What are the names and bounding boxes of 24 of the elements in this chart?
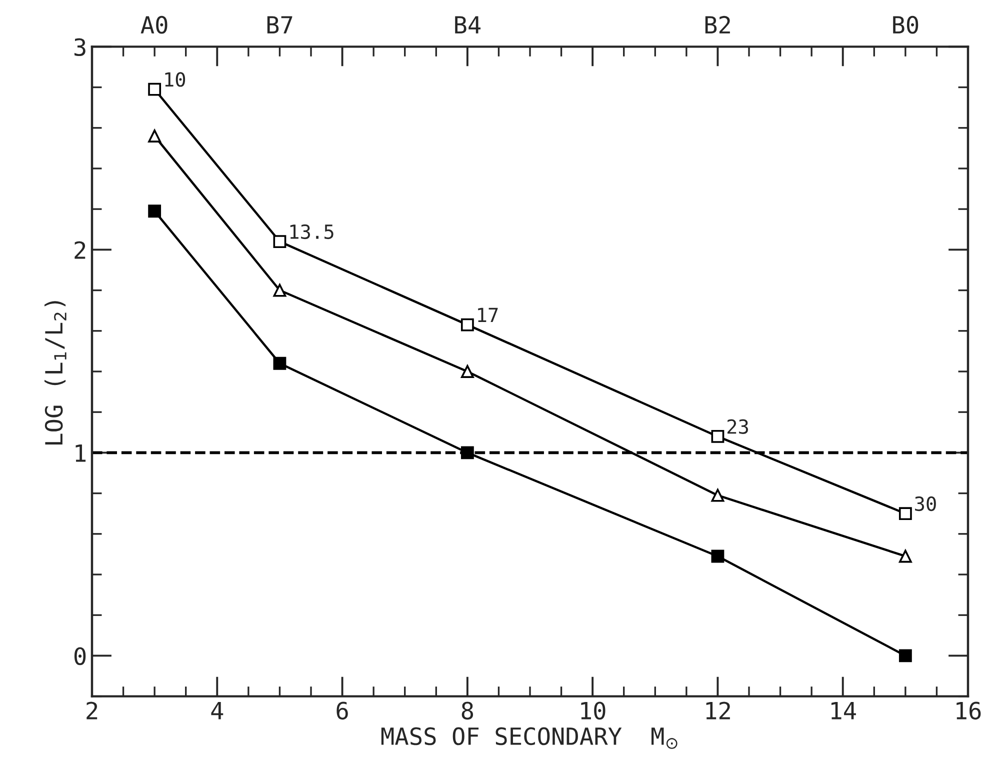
x-tick-label: 8 bbox=[462, 702, 474, 720]
y-tick-label: 0 bbox=[74, 647, 86, 666]
annotation: 13.5 bbox=[290, 224, 334, 240]
x-tick-label: 12 bbox=[706, 702, 730, 720]
annotation: B4 bbox=[455, 16, 481, 34]
y-tick-label: 1 bbox=[76, 444, 86, 462]
annotation: B7 bbox=[267, 16, 292, 34]
annotation: 30 bbox=[915, 496, 936, 512]
y-axis-title: LOG (L$_{1}$/L$_{2}$) bbox=[44, 301, 66, 444]
annotation: A0 bbox=[140, 16, 168, 34]
x-tick-label: 16 bbox=[956, 702, 981, 720]
annotation: 23 bbox=[727, 419, 748, 434]
annotation: B2 bbox=[705, 16, 730, 34]
x-axis-title: MASS OF SECONDARY M$_{⊙}$ bbox=[381, 727, 678, 749]
x-tick-label: 6 bbox=[336, 702, 348, 720]
annotation: 17 bbox=[478, 308, 498, 322]
y-tick-label: 3 bbox=[74, 38, 86, 56]
x-tick-label: 10 bbox=[581, 702, 606, 720]
annotation: 10 bbox=[165, 72, 186, 87]
x-tick-label: 4 bbox=[211, 702, 224, 720]
x-tick-label: 14 bbox=[831, 702, 856, 720]
y-tick-label: 2 bbox=[74, 241, 86, 259]
x-tick-label: 2 bbox=[86, 702, 98, 720]
annotation: B0 bbox=[893, 16, 918, 34]
